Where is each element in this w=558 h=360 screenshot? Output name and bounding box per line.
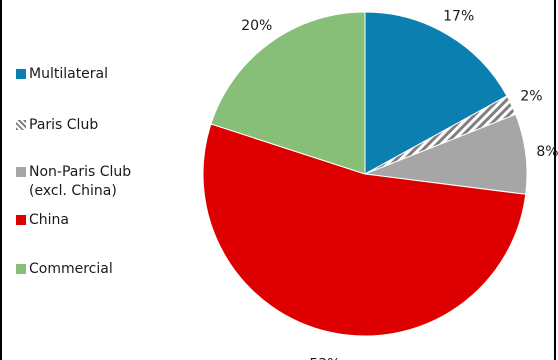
legend-label: Multilateral: [29, 66, 109, 82]
legend-label: China: [29, 212, 69, 228]
legend-label: Paris Club: [29, 117, 99, 133]
data-label-multilateral: 17%: [443, 9, 474, 25]
legend-swatch: [16, 167, 26, 177]
pie-slice-commercial: [210, 11, 366, 175]
pie-slice-multilateral: [364, 11, 508, 175]
legend-label-line2: (excl. China): [29, 183, 117, 199]
pie-slice-china: [202, 123, 527, 337]
legend-swatch: [16, 215, 26, 225]
legend-swatch: [16, 69, 26, 79]
data-label-non-paris-club-excl-china: 8%: [536, 144, 558, 160]
legend-label: Commercial: [29, 261, 113, 277]
data-label-china: 53%: [309, 357, 340, 360]
data-label-commercial: 20%: [241, 18, 272, 34]
legend-swatch: [16, 264, 26, 274]
legend-label: Non-Paris Club: [29, 164, 132, 180]
legend-swatch: [16, 120, 26, 130]
data-label-paris-club: 2%: [520, 89, 542, 105]
